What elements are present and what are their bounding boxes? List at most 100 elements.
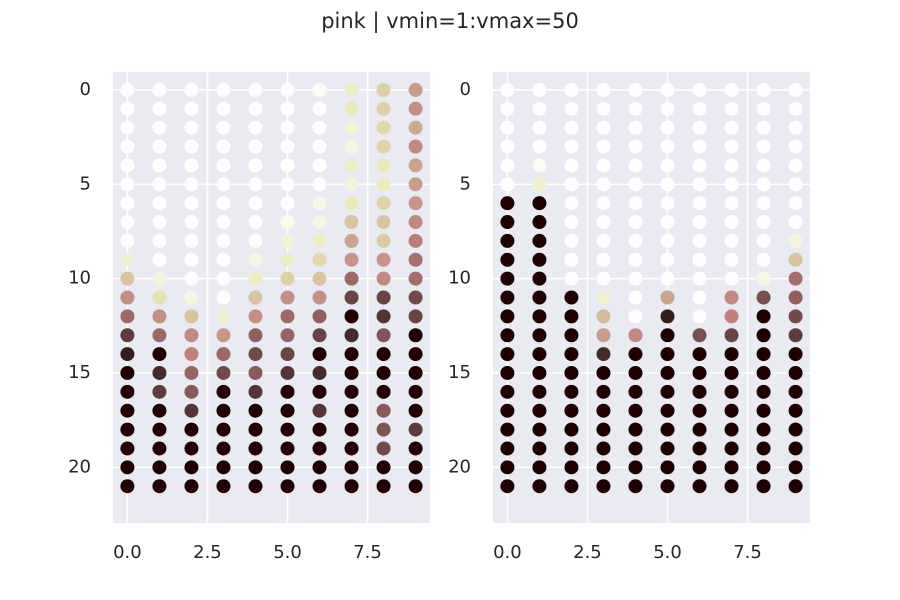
scatter-point — [408, 328, 423, 343]
scatter-point — [660, 290, 675, 305]
scatter-point — [532, 177, 547, 192]
scatter-point — [724, 196, 739, 211]
scatter-point — [532, 347, 547, 362]
scatter-point — [408, 479, 423, 494]
scatter-point — [376, 403, 391, 418]
scatter-point — [152, 82, 167, 97]
scatter-point — [216, 309, 231, 324]
scatter-point — [628, 384, 643, 399]
scatter-point — [692, 460, 707, 475]
scatter-point — [184, 196, 199, 211]
scatter-point — [564, 347, 579, 362]
scatter-point — [660, 271, 675, 286]
scatter-point — [248, 271, 263, 286]
scatter-point — [376, 139, 391, 154]
scatter-point — [408, 120, 423, 135]
scatter-point — [596, 82, 611, 97]
scatter-point — [120, 290, 135, 305]
scatter-point — [500, 196, 515, 211]
scatter-point — [248, 158, 263, 173]
scatter-point — [248, 365, 263, 380]
scatter-point — [564, 158, 579, 173]
scatter-point — [120, 347, 135, 362]
scatter-point — [120, 460, 135, 475]
scatter-point — [280, 422, 295, 437]
scatter-point — [344, 347, 359, 362]
scatter-point — [788, 158, 803, 173]
scatter-point — [532, 252, 547, 267]
scatter-point — [312, 233, 327, 248]
scatter-point — [532, 139, 547, 154]
scatter-point — [344, 479, 359, 494]
scatter-point — [376, 101, 391, 116]
scatter-point — [692, 196, 707, 211]
y-tick-label: 20 — [68, 456, 91, 477]
scatter-point — [564, 365, 579, 380]
scatter-point — [500, 403, 515, 418]
scatter-point — [376, 479, 391, 494]
scatter-point — [376, 120, 391, 135]
scatter-point — [500, 101, 515, 116]
scatter-point — [152, 177, 167, 192]
scatter-point — [564, 328, 579, 343]
scatter-point — [216, 365, 231, 380]
scatter-point — [248, 328, 263, 343]
scatter-point — [280, 328, 295, 343]
scatter-point — [564, 460, 579, 475]
scatter-point — [628, 233, 643, 248]
scatter-point — [564, 271, 579, 286]
scatter-point — [408, 271, 423, 286]
scatter-point — [344, 328, 359, 343]
scatter-point — [280, 177, 295, 192]
scatter-point — [344, 441, 359, 456]
scatter-point — [564, 82, 579, 97]
scatter-point — [408, 441, 423, 456]
scatter-point — [152, 215, 167, 230]
scatter-point — [500, 422, 515, 437]
y-tick-label: 15 — [68, 362, 91, 383]
scatter-point — [788, 215, 803, 230]
scatter-point — [788, 252, 803, 267]
scatter-point — [376, 328, 391, 343]
scatter-point — [596, 120, 611, 135]
scatter-point — [628, 82, 643, 97]
scatter-point — [344, 271, 359, 286]
scatter-point — [280, 233, 295, 248]
scatter-point — [408, 403, 423, 418]
scatter-point — [724, 328, 739, 343]
scatter-point — [312, 290, 327, 305]
scatter-point — [184, 215, 199, 230]
scatter-point — [152, 347, 167, 362]
scatter-point — [628, 422, 643, 437]
scatter-point — [692, 479, 707, 494]
scatter-point — [500, 252, 515, 267]
scatter-point — [248, 422, 263, 437]
scatter-point — [628, 271, 643, 286]
scatter-point — [408, 309, 423, 324]
scatter-point — [500, 139, 515, 154]
scatter-point — [756, 365, 771, 380]
scatter-point — [216, 139, 231, 154]
scatter-point — [596, 139, 611, 154]
scatter-point — [692, 177, 707, 192]
scatter-point — [692, 347, 707, 362]
scatter-point — [408, 82, 423, 97]
scatter-point — [692, 309, 707, 324]
scatter-point — [312, 365, 327, 380]
scatter-point — [724, 82, 739, 97]
scatter-point — [152, 365, 167, 380]
scatter-point — [596, 460, 611, 475]
scatter-point — [248, 120, 263, 135]
scatter-point — [312, 158, 327, 173]
scatter-point — [184, 233, 199, 248]
scatter-point — [724, 365, 739, 380]
scatter-point — [788, 365, 803, 380]
scatter-point — [596, 101, 611, 116]
scatter-point — [660, 347, 675, 362]
scatter-point — [216, 290, 231, 305]
scatter-point — [660, 101, 675, 116]
scatter-point — [628, 290, 643, 305]
scatter-point — [692, 120, 707, 135]
scatter-point — [120, 196, 135, 211]
scatter-point — [724, 120, 739, 135]
